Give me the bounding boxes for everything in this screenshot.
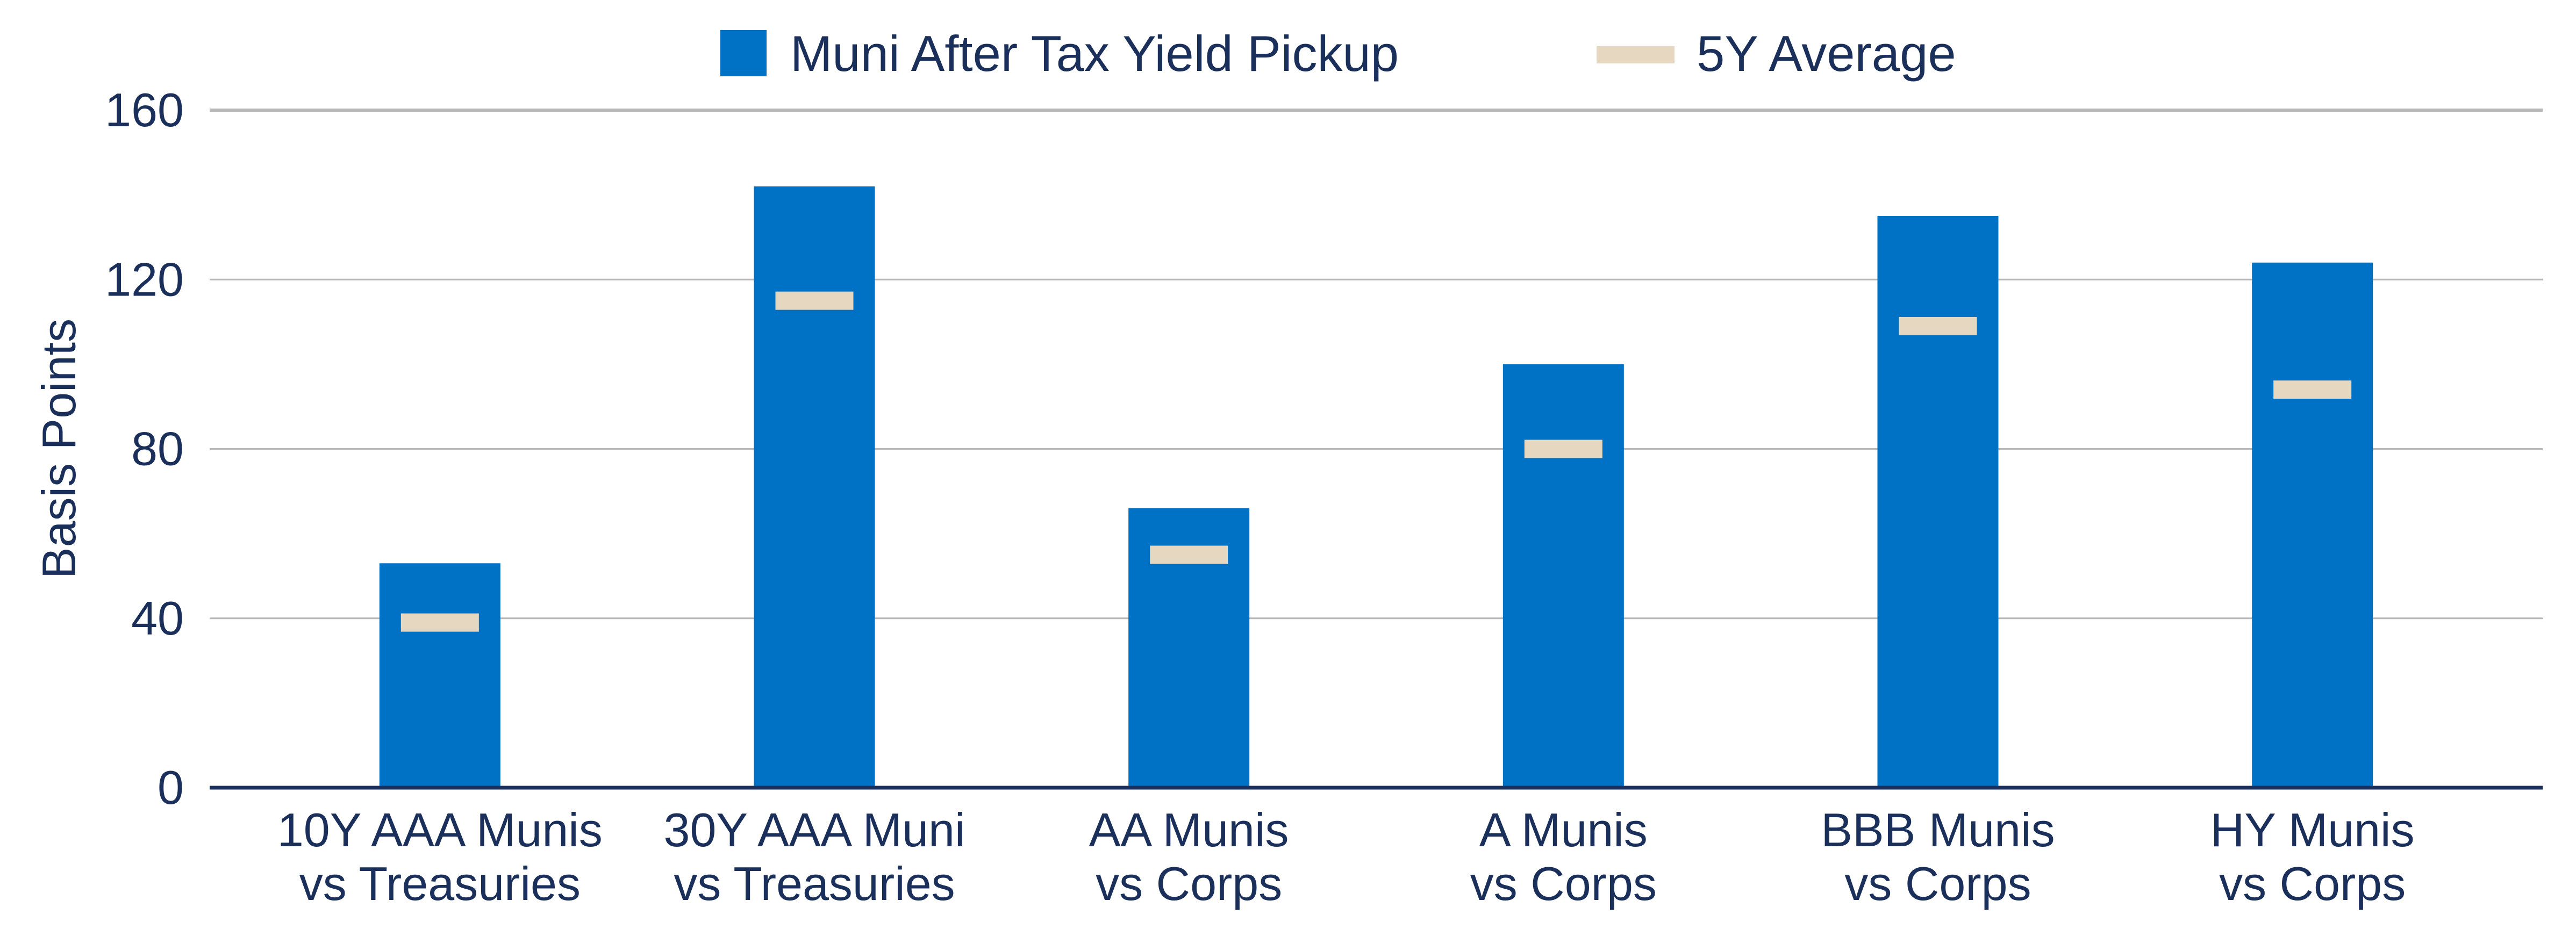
legend-swatch-bar [720, 30, 767, 76]
x-tick-label: vs Corps [1470, 857, 1657, 910]
legend-label-bar: Muni After Tax Yield Pickup [790, 25, 1399, 82]
legend-label-marker: 5Y Average [1697, 25, 1956, 82]
x-tick-label: A Munis [1479, 803, 1648, 856]
average-marker [400, 613, 479, 632]
x-tick-label: 10Y AAA Munis [277, 803, 603, 856]
y-tick-label: 40 [131, 592, 184, 645]
average-marker [775, 291, 854, 310]
y-tick-label: 160 [105, 83, 184, 136]
x-tick-label: BBB Munis [1821, 803, 2055, 856]
y-tick-label: 0 [158, 761, 184, 814]
bar [1502, 364, 1624, 788]
bar [1877, 216, 1999, 788]
x-tick-label: AA Munis [1089, 803, 1289, 856]
bars [379, 186, 2373, 788]
y-tick-label: 80 [131, 422, 184, 476]
average-markers [400, 291, 2352, 632]
x-tick-label: vs Corps [1096, 857, 1282, 910]
bar [379, 563, 500, 788]
legend: Muni After Tax Yield Pickup 5Y Average [720, 25, 1956, 82]
average-marker [1524, 440, 1602, 458]
y-axis-title: Basis Points [32, 319, 85, 579]
x-tick-label: 30Y AAA Muni [664, 803, 965, 856]
average-marker [1899, 316, 1977, 335]
x-tick-label: vs Treasuries [674, 857, 955, 910]
x-tick-label: vs Corps [1844, 857, 2031, 910]
bar [2252, 262, 2373, 788]
bar [754, 186, 875, 788]
average-marker [2273, 380, 2352, 399]
x-tick-label: vs Treasuries [299, 857, 581, 910]
average-marker [1150, 545, 1228, 564]
x-tick-label: vs Corps [2219, 857, 2406, 910]
y-tick-label: 120 [105, 253, 184, 306]
legend-swatch-marker [1597, 46, 1675, 63]
x-tick-label: HY Munis [2210, 803, 2415, 856]
y-axis-ticks: 0 40 80 120 160 [105, 83, 184, 814]
gridlines [210, 109, 2543, 620]
